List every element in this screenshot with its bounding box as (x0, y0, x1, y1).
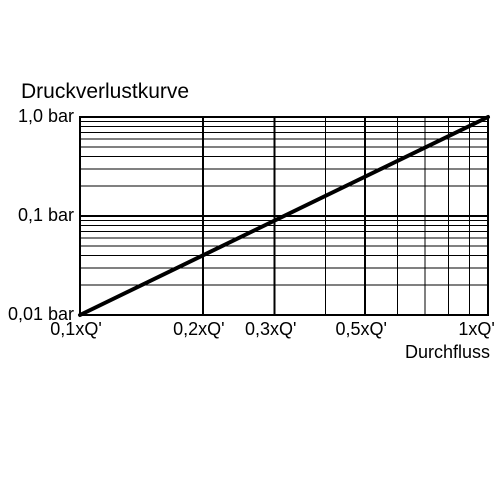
plot-area (0, 0, 500, 500)
